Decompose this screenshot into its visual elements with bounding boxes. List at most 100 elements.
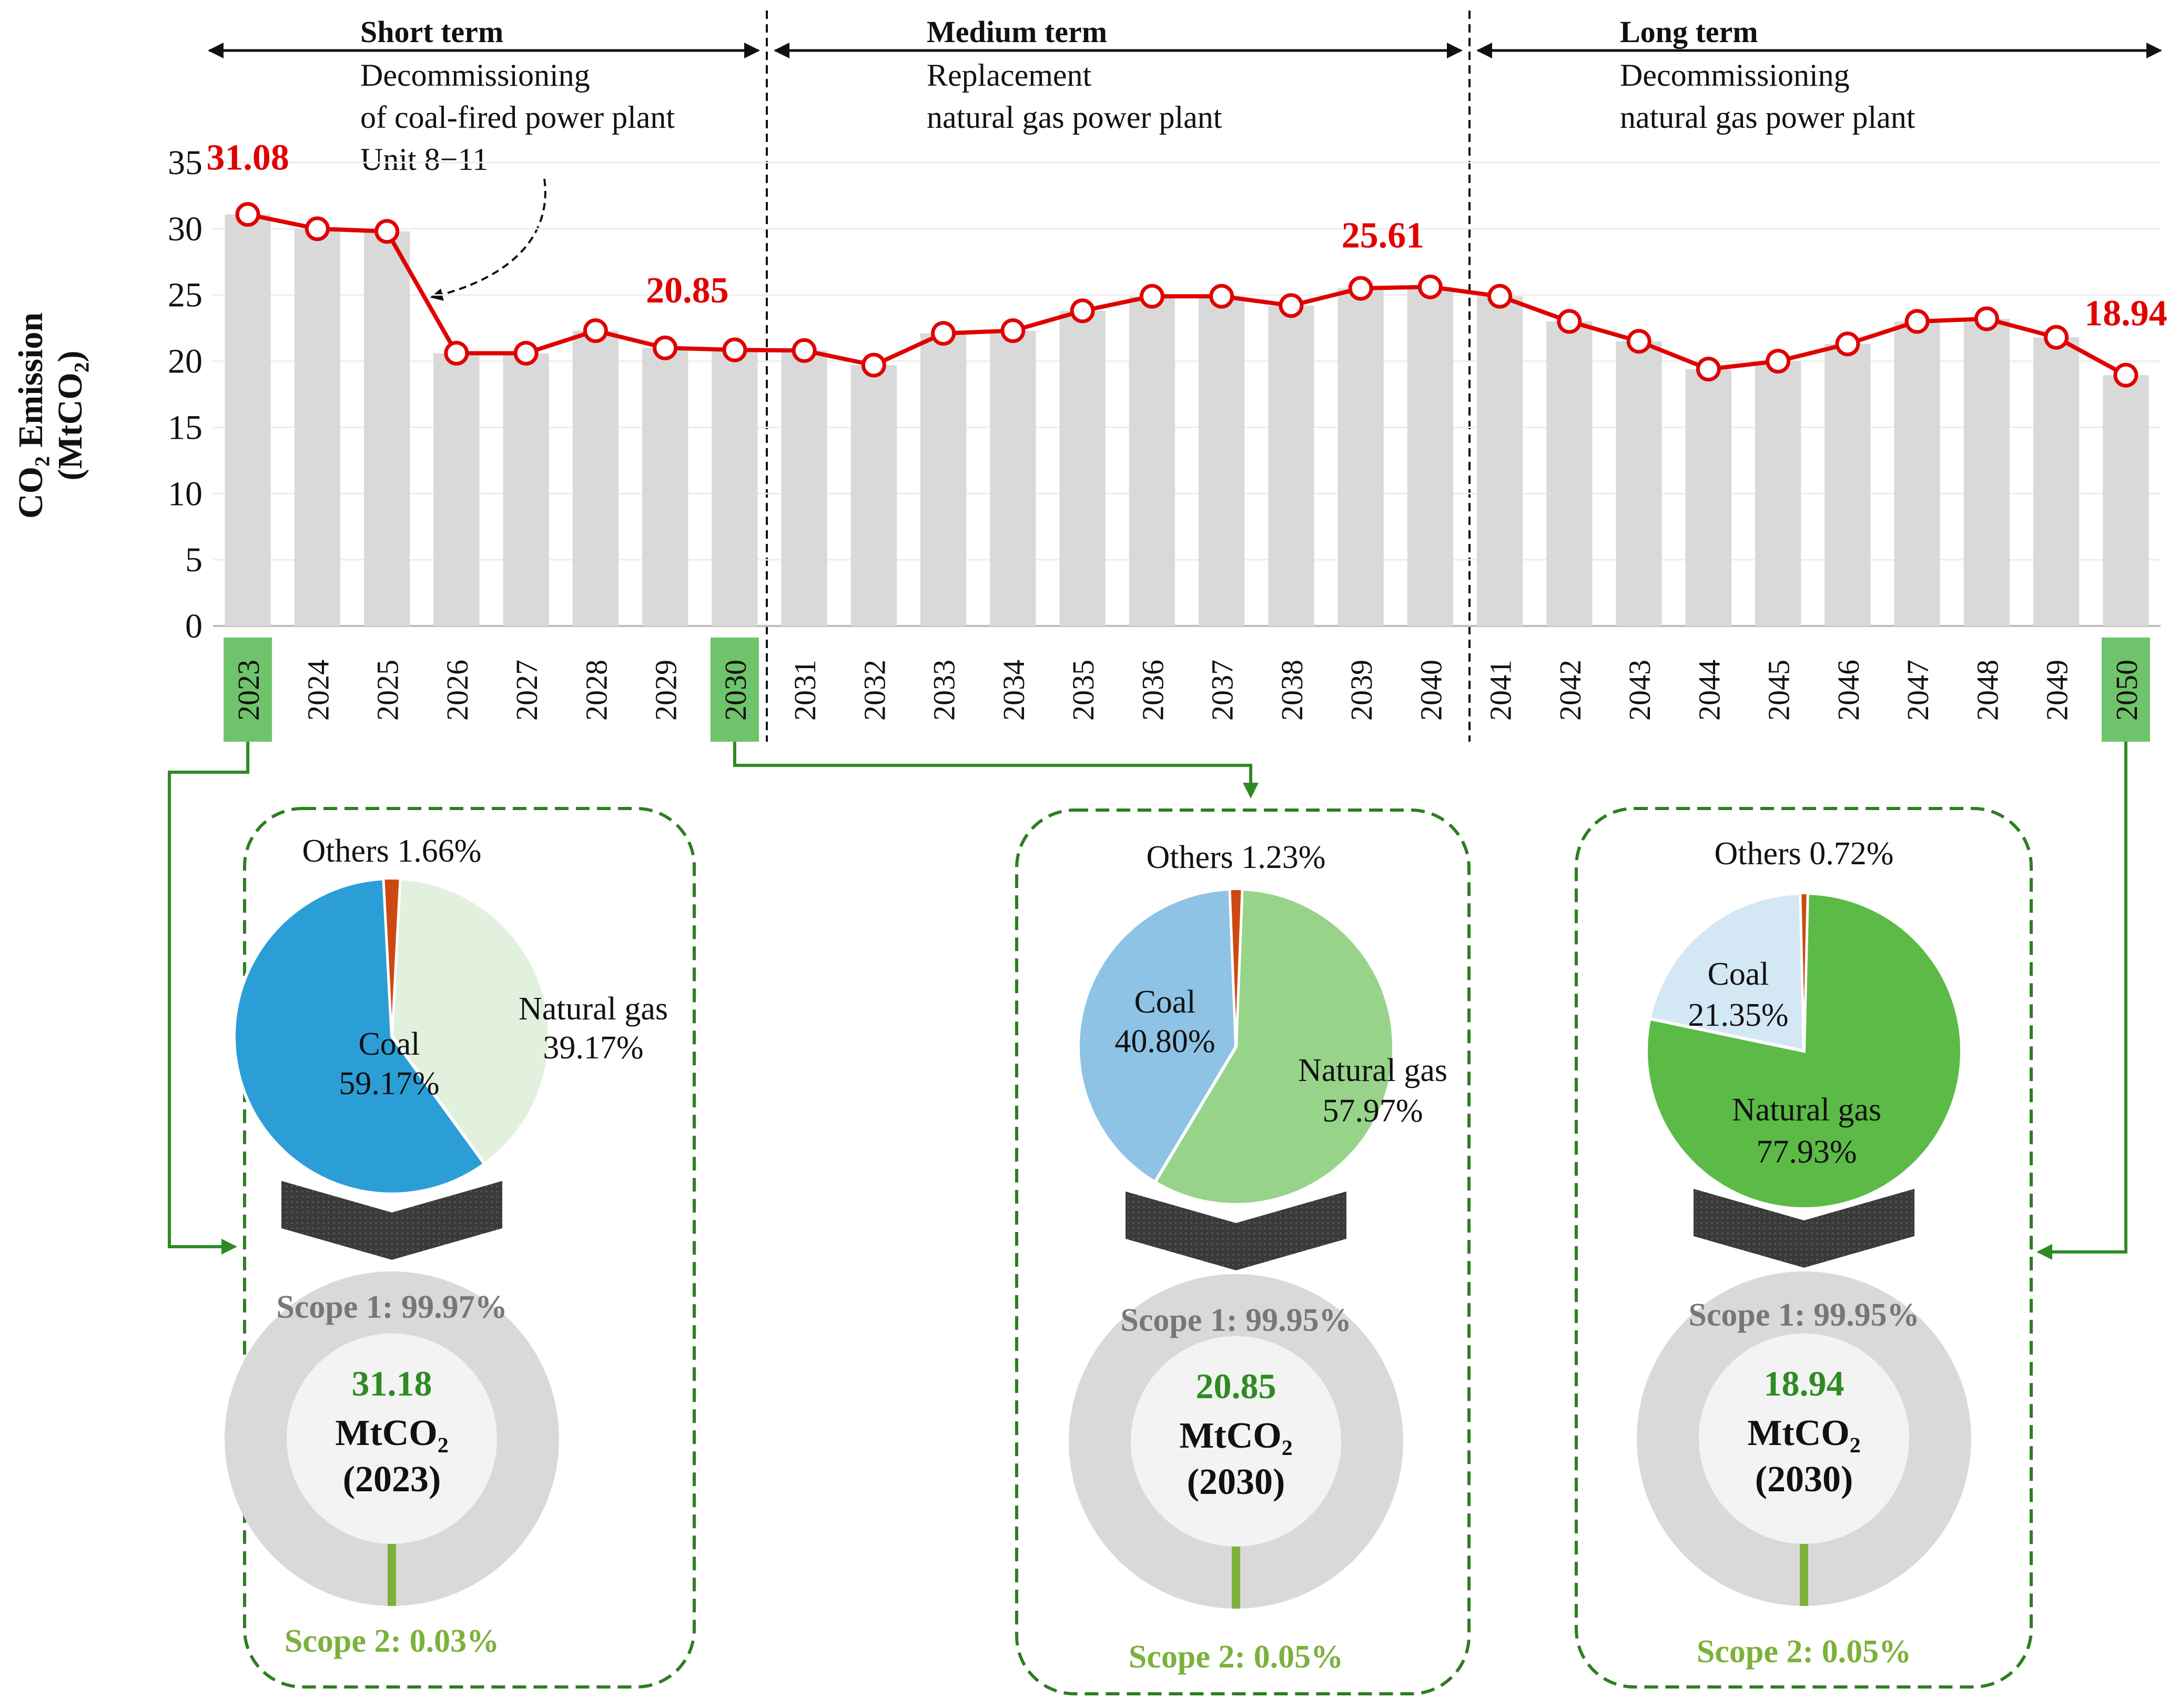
- x-tick-label: 2041: [1484, 660, 1518, 721]
- x-tick-label: 2039: [1344, 660, 1379, 721]
- scope2-segment: [1800, 1544, 1808, 1606]
- x-tick-label: 2032: [857, 660, 891, 721]
- y-tick-label: 25: [168, 276, 202, 315]
- line-series: [235, 202, 2139, 388]
- x-tick-label: 2047: [1901, 660, 1935, 721]
- emission-line: [247, 212, 2127, 377]
- scope2-label: Scope 2: 0.05%: [1697, 1634, 1911, 1670]
- marker-2025: [374, 219, 400, 244]
- chevron-down-icon: [1126, 1191, 1346, 1270]
- bar-2044: [1685, 369, 1732, 626]
- marker-2049: [2044, 325, 2069, 350]
- pie-value-natural-gas: 39.17%: [543, 1030, 643, 1066]
- x-tick-label: 2025: [371, 660, 405, 721]
- pie-slice-natural-gas: [1152, 887, 1395, 1206]
- pie-value-coal: 59.17%: [339, 1066, 439, 1101]
- scope2-segment: [388, 1544, 396, 1606]
- term-desc-short-3: Unit 8−11: [360, 142, 488, 177]
- x-tick-label: 2035: [1066, 660, 1100, 721]
- pie-label-coal: Coal: [1707, 956, 1769, 992]
- total-unit: MtCO₂: [1179, 1416, 1292, 1456]
- bar-2043: [1616, 341, 1662, 626]
- scope1-label: Scope 1: 99.95%: [1688, 1297, 1919, 1333]
- marker-2033: [931, 321, 956, 346]
- term-title-short: Short term: [360, 15, 503, 49]
- x-tick-label: 2024: [301, 660, 335, 721]
- term-desc-long-1: Decommissioning: [1620, 58, 1850, 93]
- pie-slice-coal: [232, 877, 487, 1196]
- scope2-segment: [1232, 1547, 1240, 1609]
- pie-slice-others: [1229, 887, 1243, 1047]
- bar-2050: [2103, 375, 2149, 626]
- bar-2031: [781, 350, 827, 626]
- total-emission: 20.85: [1196, 1366, 1276, 1406]
- x-tick-label: 2049: [2040, 660, 2074, 721]
- x-tick-label: 2026: [440, 660, 474, 721]
- bar-2040: [1407, 287, 1454, 626]
- marker-2046: [1835, 331, 1860, 357]
- marker-2026: [444, 340, 469, 366]
- marker-2043: [1626, 329, 1651, 354]
- y-tick-label: 20: [168, 342, 202, 381]
- y-tick-label: 10: [168, 474, 202, 513]
- term-title-long: Long term: [1620, 15, 1758, 49]
- marker-2041: [1487, 284, 1513, 309]
- term-desc-short-2: of coal-fired power plant: [360, 100, 675, 135]
- year-connectors: [168, 742, 2127, 1260]
- scope1-label: Scope 1: 99.95%: [1120, 1302, 1351, 1338]
- x-tick-label: 2043: [1623, 660, 1657, 721]
- pie-label-coal: Coal: [1134, 984, 1195, 1020]
- marker-2023: [235, 202, 260, 227]
- chevron-down-icon: [1694, 1189, 1914, 1268]
- x-tick-label: 2030: [718, 660, 753, 721]
- pie-label-coal: Coal: [358, 1026, 420, 1062]
- year-highlight-2030: [710, 638, 759, 742]
- panel-border: [1015, 808, 1471, 1695]
- marker-2037: [1209, 284, 1234, 309]
- pie-slice-others: [1799, 892, 1809, 1052]
- pie-slice-coal: [1077, 887, 1238, 1185]
- connector-2030: [733, 742, 1259, 799]
- others-label: Others 1.66%: [302, 833, 482, 869]
- marker-2050: [2113, 362, 2139, 388]
- bar-2037: [1198, 296, 1245, 626]
- y-tick-label: 30: [168, 210, 202, 248]
- marker-2047: [1904, 309, 1930, 334]
- bar-2032: [850, 365, 897, 626]
- pie-slice-others: [382, 877, 401, 1037]
- scope1-label: Scope 1: 99.97%: [276, 1289, 507, 1325]
- x-tick-label: 2042: [1553, 660, 1587, 721]
- x-tick-label: 2038: [1275, 660, 1309, 721]
- bar-2036: [1129, 296, 1175, 626]
- marker-2048: [1974, 306, 1999, 331]
- year-highlight-2023: [224, 638, 272, 742]
- connector-2050: [2036, 742, 2127, 1260]
- pie-slice-natural-gas: [390, 877, 552, 1166]
- term-desc-short-1: Decommissioning: [360, 58, 590, 93]
- marker-2045: [1766, 349, 1791, 374]
- year-highlight-2050: [2101, 638, 2150, 742]
- others-label: Others 0.72%: [1715, 836, 1894, 872]
- bar-series: [225, 214, 2149, 626]
- pie-label-natural-gas: Natural gas: [1298, 1053, 1447, 1088]
- total-year: (2023): [343, 1459, 441, 1500]
- bar-2034: [990, 330, 1036, 626]
- scope-donut-center: [1699, 1333, 1909, 1544]
- x-tick-label: 2036: [1136, 660, 1170, 721]
- scope2-label: Scope 2: 0.05%: [1129, 1639, 1343, 1675]
- term-headers: Short term Decommissioning of coal-fired…: [208, 11, 2162, 742]
- breakdown-panels: Others 1.66% Natural gas 39.17% Coal 59.17% S…: [225, 807, 2033, 1695]
- total-year: (2030): [1187, 1462, 1285, 1502]
- total-emission: 31.18: [352, 1363, 432, 1403]
- others-label: Others 1.23%: [1147, 840, 1326, 875]
- bar-2026: [433, 353, 480, 626]
- total-year: (2030): [1755, 1459, 1853, 1500]
- marker-2027: [513, 340, 539, 366]
- y-tick-label: 5: [185, 541, 202, 579]
- marker-2044: [1696, 357, 1721, 382]
- term-desc-medium-2: natural gas power plant: [927, 100, 1222, 135]
- x-tick-label: 2040: [1414, 660, 1448, 721]
- point-labels: 31.08 20.85 25.61 18.94: [206, 138, 2167, 334]
